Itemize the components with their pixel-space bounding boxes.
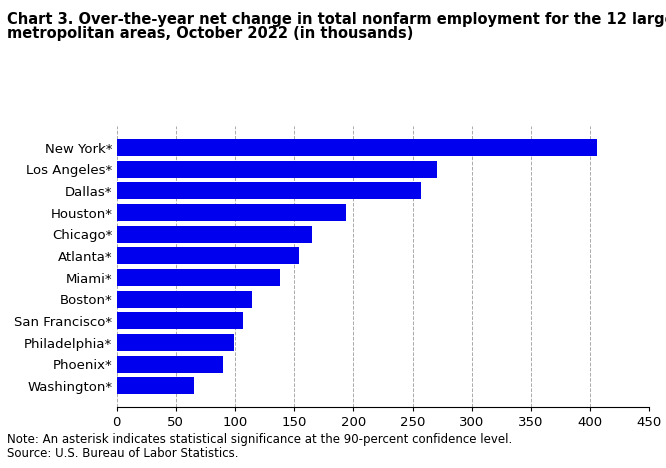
Bar bbox=[117, 204, 346, 221]
Text: Chart 3. Over-the-year net change in total nonfarm employment for the 12 largest: Chart 3. Over-the-year net change in tot… bbox=[7, 12, 666, 27]
Bar bbox=[117, 139, 597, 156]
Text: metropolitan areas, October 2022 (in thousands): metropolitan areas, October 2022 (in tho… bbox=[7, 26, 413, 41]
Bar bbox=[117, 334, 234, 351]
Text: Note: An asterisk indicates statistical significance at the 90-percent confidenc: Note: An asterisk indicates statistical … bbox=[7, 433, 512, 446]
Bar bbox=[117, 183, 421, 199]
Bar bbox=[117, 356, 223, 373]
Bar bbox=[117, 313, 243, 329]
Bar bbox=[117, 248, 299, 264]
Bar bbox=[117, 269, 280, 286]
Bar bbox=[117, 291, 252, 308]
Bar bbox=[117, 226, 312, 243]
Bar bbox=[117, 378, 194, 395]
Bar bbox=[117, 161, 438, 178]
Text: Source: U.S. Bureau of Labor Statistics.: Source: U.S. Bureau of Labor Statistics. bbox=[7, 447, 238, 460]
